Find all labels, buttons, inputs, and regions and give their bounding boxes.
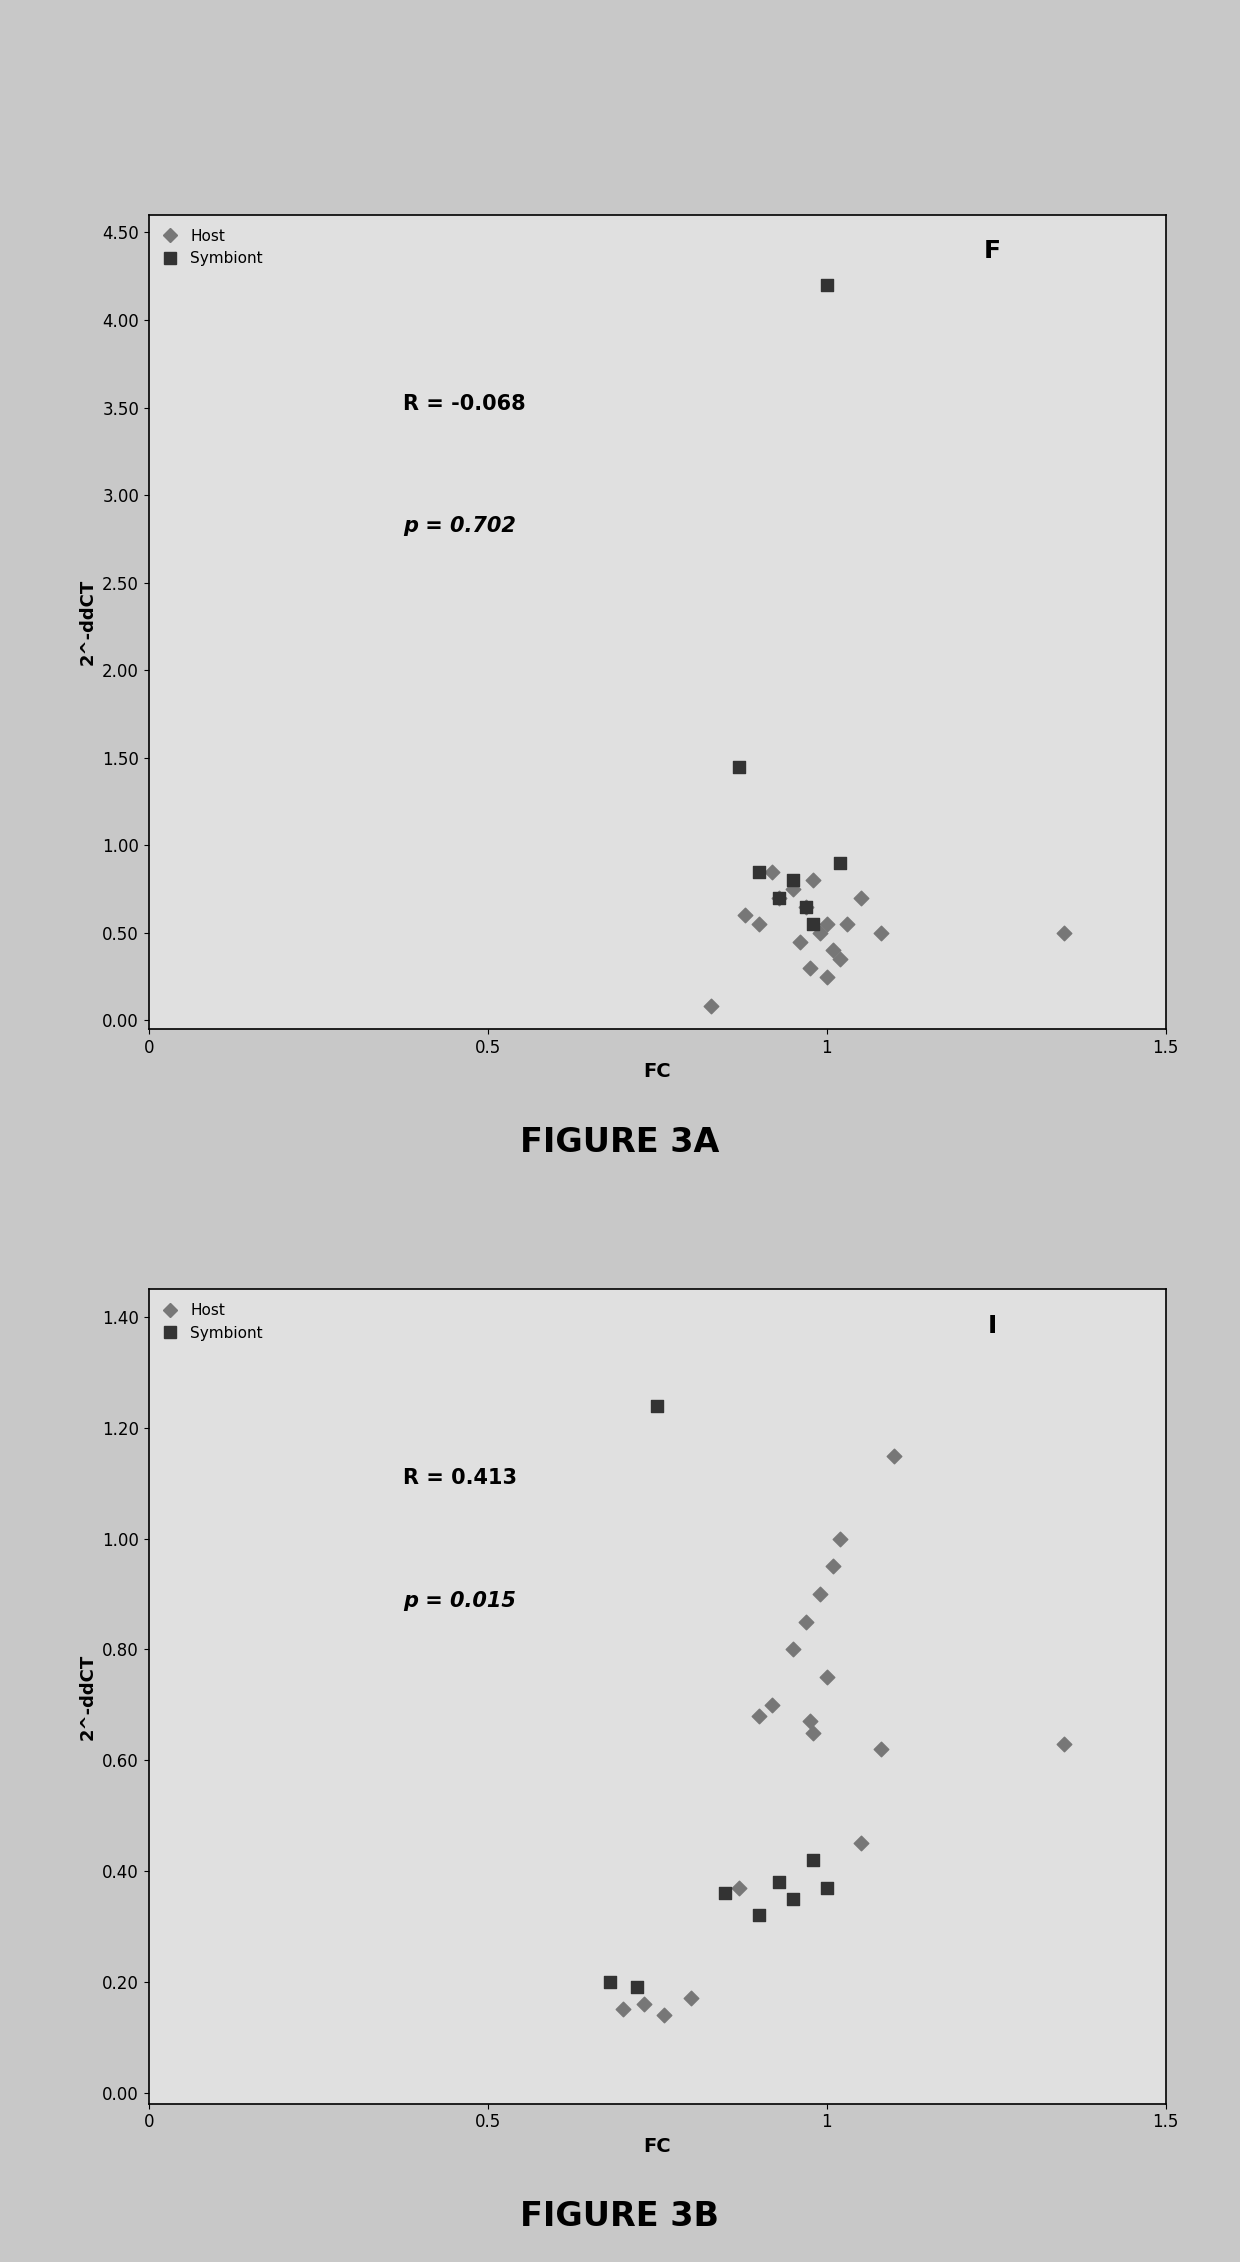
Point <box>831 844 851 880</box>
Point <box>804 1841 823 1877</box>
Legend: Host, Symbiont: Host, Symbiont <box>156 222 269 271</box>
Point <box>769 880 789 916</box>
Point <box>749 907 769 943</box>
Point <box>1054 1726 1074 1762</box>
Legend: Host, Symbiont: Host, Symbiont <box>156 1296 269 1346</box>
Text: p = 0.702: p = 0.702 <box>403 516 516 536</box>
Point <box>804 907 823 943</box>
X-axis label: FC: FC <box>644 2138 671 2156</box>
Text: p = 0.015: p = 0.015 <box>403 1590 516 1611</box>
Point <box>763 853 782 889</box>
Point <box>823 1547 843 1583</box>
Point <box>702 988 722 1025</box>
Point <box>837 907 857 943</box>
Text: R = 0.413: R = 0.413 <box>403 1468 517 1488</box>
Point <box>796 889 816 925</box>
Point <box>749 1898 769 1934</box>
Y-axis label: 2^-ddCT: 2^-ddCT <box>78 1654 97 1739</box>
Point <box>1054 914 1074 950</box>
Point <box>817 1658 837 1694</box>
Point <box>831 941 851 977</box>
X-axis label: FC: FC <box>644 1063 671 1081</box>
Point <box>817 907 837 943</box>
Point <box>681 1979 701 2015</box>
Text: F: F <box>985 240 1001 262</box>
Point <box>800 1703 820 1739</box>
Point <box>715 1875 735 1911</box>
Point <box>831 1520 851 1556</box>
Point <box>796 1604 816 1640</box>
Point <box>729 749 749 785</box>
Point <box>782 871 802 907</box>
Point <box>653 1997 673 2034</box>
Point <box>870 1730 890 1767</box>
Point <box>817 959 837 995</box>
Point <box>763 1687 782 1724</box>
Point <box>749 853 769 889</box>
Y-axis label: 2^-ddCT: 2^-ddCT <box>78 579 97 665</box>
Point <box>804 1715 823 1751</box>
Point <box>851 1825 870 1862</box>
Text: I: I <box>988 1314 997 1337</box>
Point <box>735 898 755 934</box>
Point <box>796 889 816 925</box>
Point <box>817 1868 837 1905</box>
Text: FIGURE 3A: FIGURE 3A <box>521 1126 719 1158</box>
Point <box>817 267 837 303</box>
Text: FIGURE 3B: FIGURE 3B <box>521 2201 719 2233</box>
Point <box>810 914 830 950</box>
Point <box>782 1631 802 1667</box>
Point <box>782 862 802 898</box>
Point <box>749 1699 769 1735</box>
Point <box>769 1864 789 1900</box>
Point <box>800 950 820 986</box>
Point <box>790 923 810 959</box>
Point <box>600 1963 620 2000</box>
Point <box>614 1991 634 2027</box>
Point <box>782 1880 802 1916</box>
Point <box>804 862 823 898</box>
Point <box>884 1436 904 1473</box>
Point <box>870 914 890 950</box>
Point <box>627 1970 647 2006</box>
Point <box>823 932 843 968</box>
Point <box>851 880 870 916</box>
Point <box>634 1986 653 2022</box>
Point <box>647 1387 667 1423</box>
Point <box>810 1577 830 1613</box>
Point <box>769 880 789 916</box>
Point <box>729 1868 749 1905</box>
Text: R = -0.068: R = -0.068 <box>403 394 526 414</box>
